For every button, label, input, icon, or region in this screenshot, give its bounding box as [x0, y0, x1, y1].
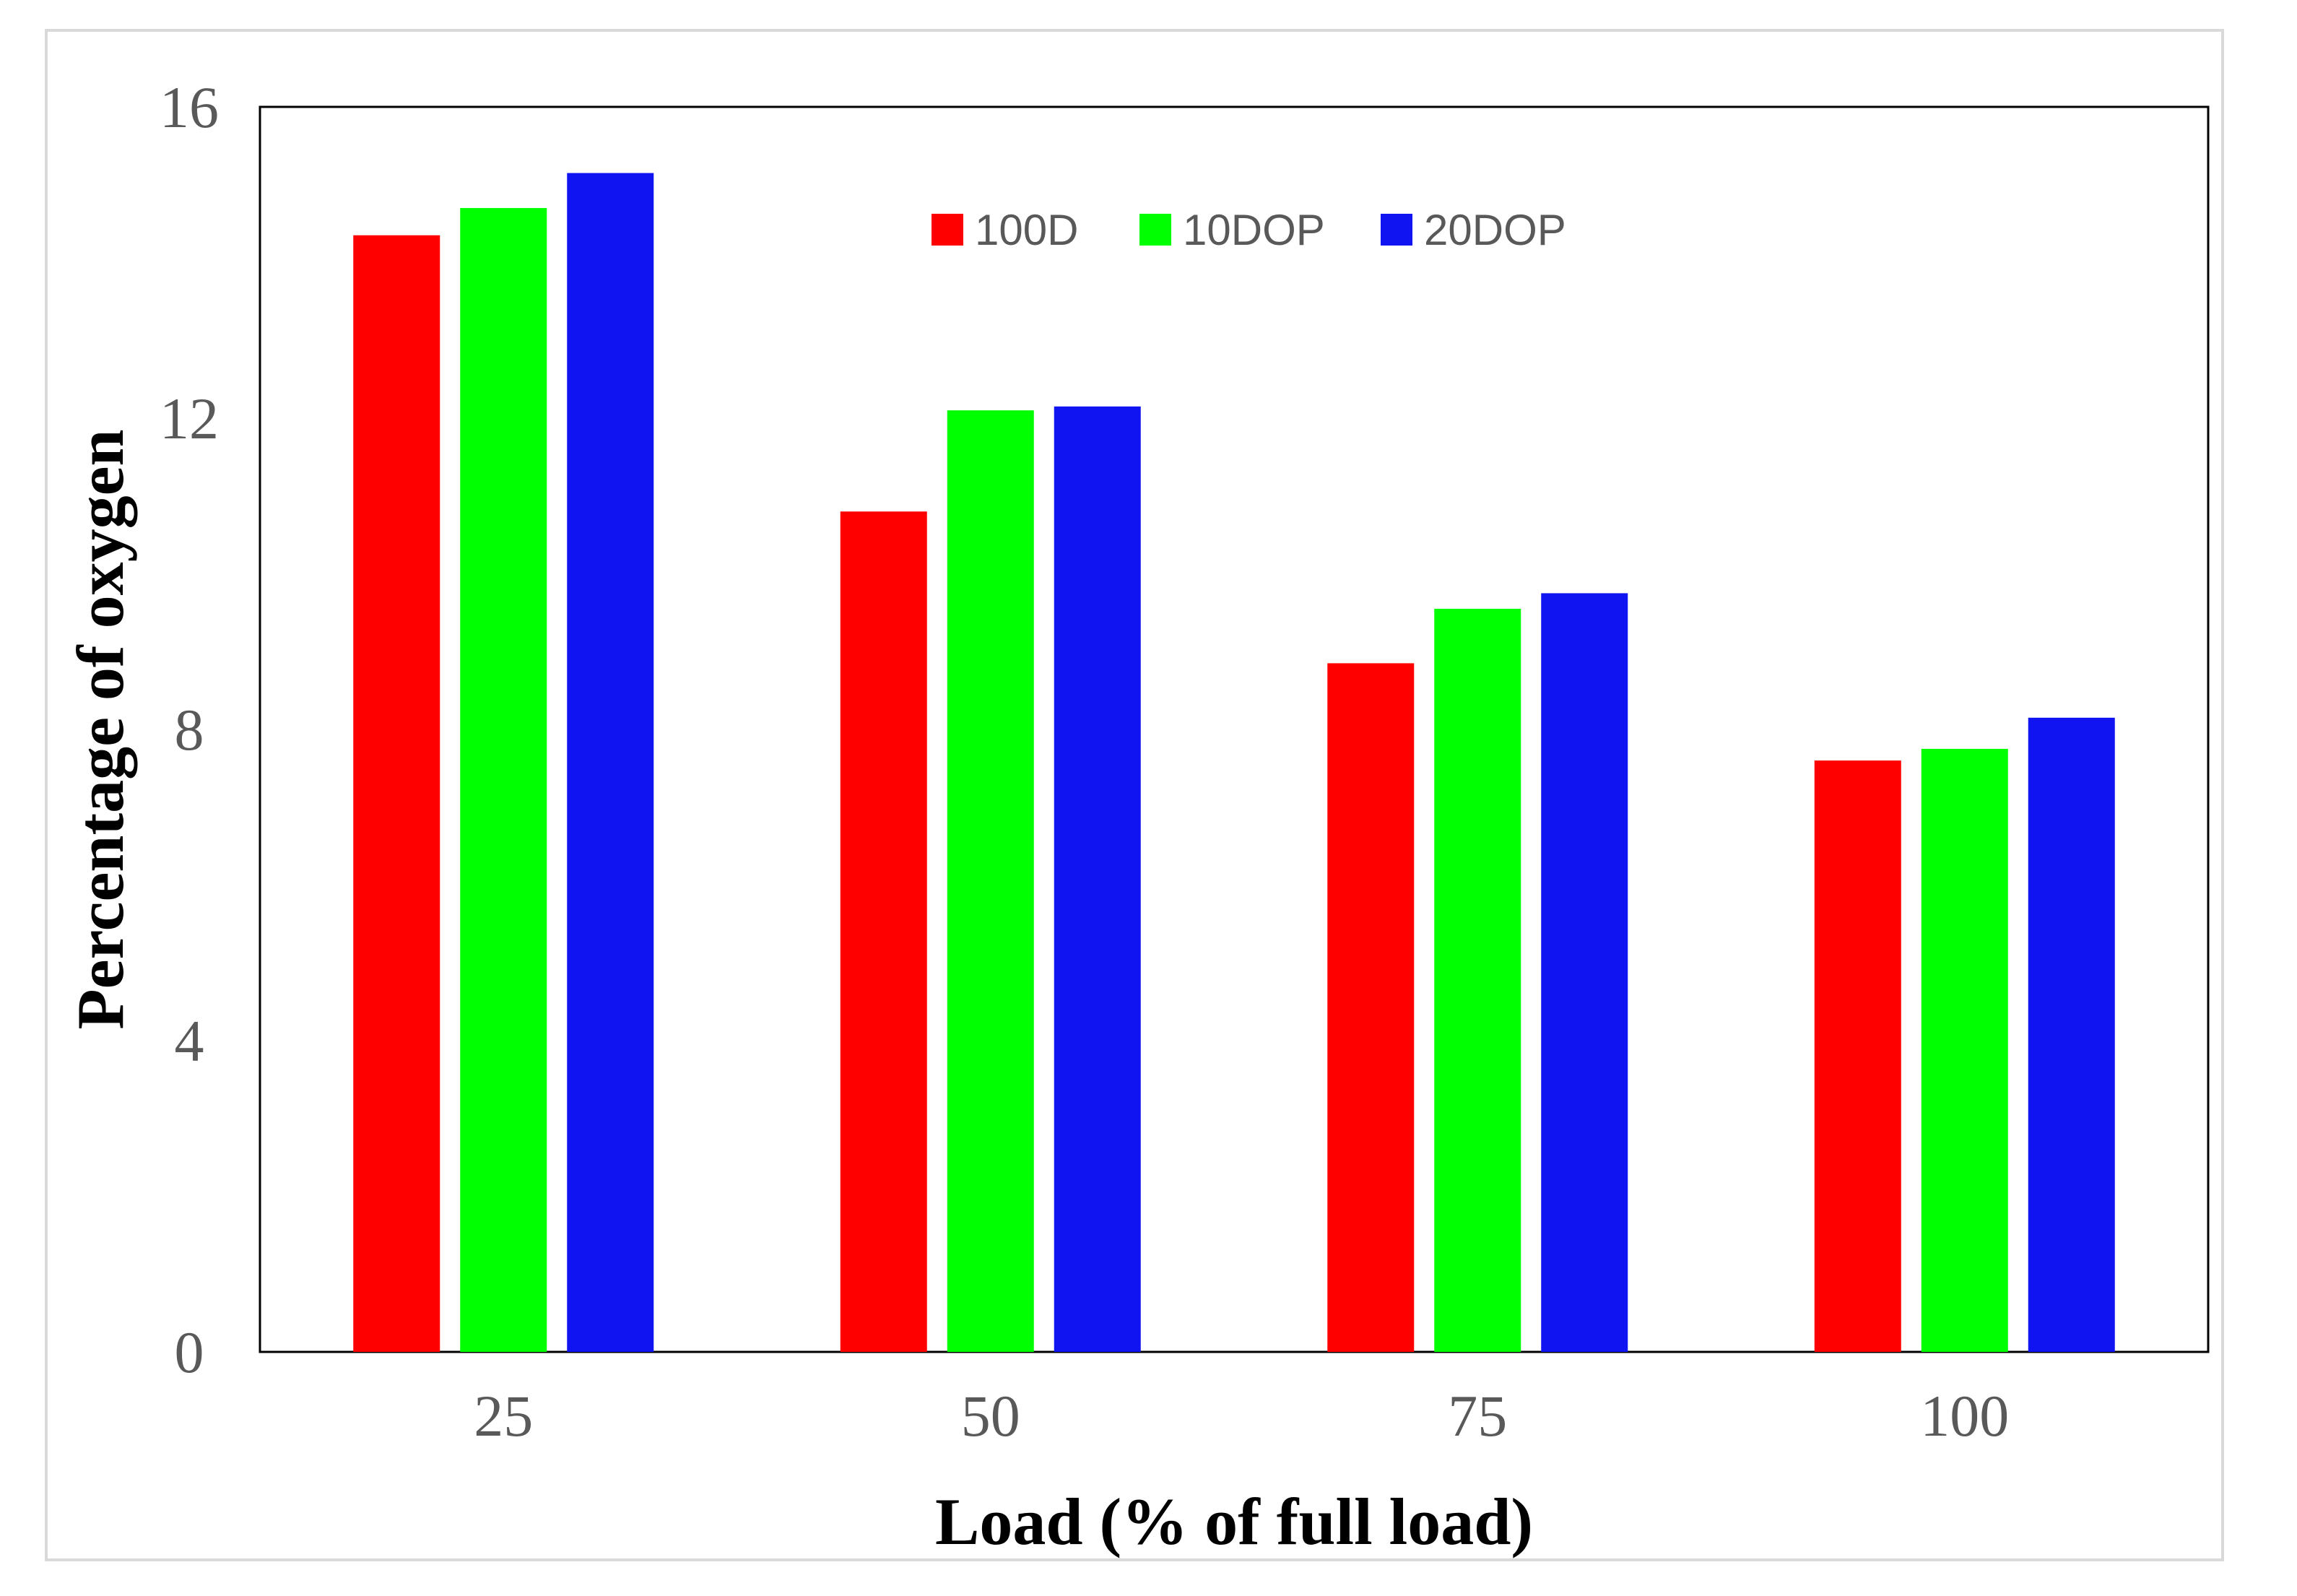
x-tick-label: 50	[961, 1383, 1020, 1449]
x-axis-ticks: 25 50 75 100	[474, 1383, 2009, 1449]
legend-label-20DOP: 20DOP	[1424, 206, 1566, 254]
x-tick-label: 100	[1920, 1383, 2009, 1449]
y-tick-label: 12	[160, 386, 219, 451]
y-tick-label: 16	[160, 74, 219, 140]
legend-swatch-100D	[932, 214, 963, 246]
bar-10DOP-75	[1434, 608, 1521, 1352]
bar-20DOP-75	[1541, 593, 1628, 1352]
bar-10DOP-50	[947, 410, 1034, 1352]
bar-20DOP-50	[1054, 406, 1141, 1352]
plot-border	[259, 105, 2210, 1353]
legend: 100D 10DOP 20DOP	[932, 206, 1566, 254]
y-tick-label: 8	[175, 697, 204, 763]
bar-10DOP-25	[460, 208, 547, 1353]
y-tick-label: 4	[175, 1008, 204, 1074]
x-tick-label: 75	[1448, 1383, 1507, 1449]
plot-area	[259, 105, 2210, 1353]
bar-10DOP-100	[1921, 748, 2008, 1352]
y-axis-title: Percentage of oxygen	[64, 429, 137, 1029]
legend-label-10DOP: 10DOP	[1183, 206, 1325, 254]
y-axis-ticks: 0 4 8 12 16	[160, 74, 219, 1385]
bar-100D-100	[1814, 760, 1901, 1352]
y-tick-label: 0	[175, 1319, 204, 1385]
bar-100D-25	[353, 235, 440, 1353]
bar-20DOP-100	[2028, 717, 2115, 1352]
legend-label-100D: 100D	[975, 206, 1078, 254]
x-axis-title: Load (% of full load)	[935, 1485, 1533, 1558]
bar-100D-50	[840, 511, 927, 1352]
x-tick-label: 25	[474, 1383, 533, 1449]
bar-20DOP-25	[567, 173, 654, 1352]
bar-100D-75	[1327, 663, 1415, 1352]
legend-swatch-20DOP	[1381, 214, 1412, 246]
legend-swatch-10DOP	[1139, 214, 1171, 246]
